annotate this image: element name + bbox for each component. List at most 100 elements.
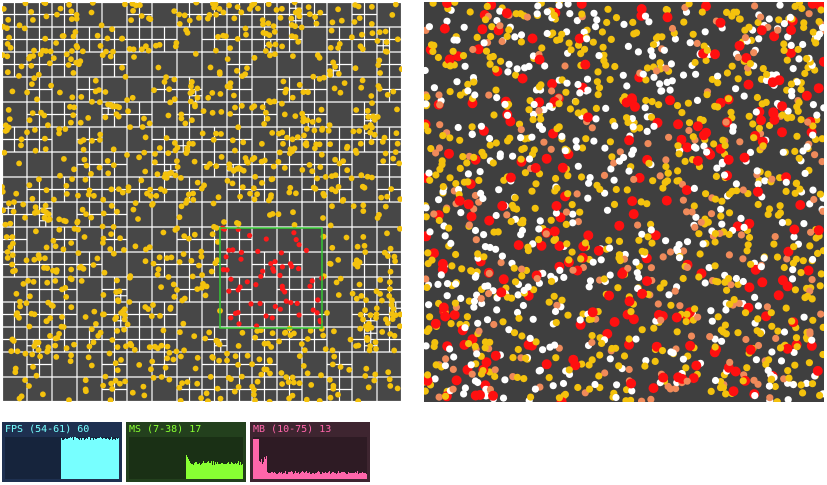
quadtree-point: [211, 4, 218, 11]
particle: [585, 179, 593, 187]
quadtree-canvas[interactable]: [2, 2, 402, 402]
particle: [463, 199, 474, 210]
quadtree-point: [251, 196, 258, 203]
particle: [799, 257, 807, 265]
particle: [790, 348, 798, 356]
particle: [754, 180, 762, 188]
quadtree-point: [279, 100, 285, 107]
particle: [610, 200, 619, 208]
particle: [655, 101, 663, 109]
quadtree-point: [36, 255, 43, 262]
quadtree-point: [189, 273, 196, 280]
particle: [782, 343, 793, 354]
particle: [510, 329, 519, 337]
particle: [572, 137, 580, 145]
quadtree-point: [335, 45, 341, 51]
particle: [596, 185, 604, 193]
quadtree-point: [149, 358, 156, 365]
quadtree-point: [194, 286, 201, 292]
particle: [739, 277, 747, 286]
quadtree-point: [289, 374, 296, 381]
particle: [574, 162, 582, 170]
stat-graph-bars: [253, 439, 367, 479]
particle: [624, 296, 635, 307]
particle: [549, 29, 557, 37]
quadtree-point: [121, 326, 127, 333]
particle: [479, 194, 487, 203]
particle: [561, 390, 569, 398]
particle: [740, 92, 748, 100]
particle: [732, 180, 740, 188]
quadtree-point: [180, 320, 187, 327]
quadtree-point: [188, 257, 195, 264]
quadtree-point: [46, 60, 53, 67]
quadtree-point: [332, 63, 338, 70]
particle: [789, 65, 797, 73]
quadtree-point: [327, 141, 333, 148]
particle: [791, 361, 799, 369]
particle: [687, 332, 696, 340]
quadtree-point: [320, 332, 327, 339]
particle: [538, 44, 546, 52]
quadtree-point: [61, 156, 67, 162]
quadtree-point: [68, 56, 74, 63]
particle: [726, 300, 734, 308]
quadtree-point: [310, 184, 317, 191]
particle: [784, 367, 792, 375]
quadtree-point: [199, 130, 206, 137]
quadtree-point: [331, 85, 338, 92]
quadtree-point: [283, 374, 290, 380]
particle: [531, 385, 539, 393]
quadtree-point: [215, 194, 222, 201]
quadtree-point: [278, 250, 284, 256]
quadtree-point: [72, 29, 79, 35]
quadtree-point: [322, 174, 329, 180]
particle: [723, 286, 731, 294]
particle: [531, 204, 539, 212]
fps-stats-panel[interactable]: FPS (54-61) 60: [2, 422, 122, 482]
quadtree-point: [68, 276, 75, 283]
mb-label: MB (10-75) 13: [253, 424, 332, 435]
quadtree-point: [11, 199, 17, 206]
particle: [797, 85, 805, 94]
quadtree-point: [247, 190, 253, 197]
quadtree-point: [171, 140, 178, 146]
particle: [444, 148, 454, 159]
particle: [505, 26, 513, 34]
quadtree-point: [109, 26, 115, 33]
particle: [442, 2, 453, 9]
quadtree-point: [50, 237, 57, 244]
quadtree-point: [384, 193, 390, 200]
ms-stats-panel[interactable]: MS (7-38) 17: [126, 422, 246, 482]
mb-stats-panel[interactable]: MB (10-75) 13: [250, 422, 370, 482]
particle: [650, 122, 658, 130]
quadtree-point: [363, 365, 370, 372]
particle-canvas[interactable]: [424, 2, 824, 402]
quadtree-point: [97, 43, 104, 49]
particle: [443, 292, 451, 300]
particle: [558, 132, 566, 140]
particle: [744, 241, 752, 249]
quadtree-point: [387, 245, 394, 252]
particle: [465, 221, 473, 229]
particle: [819, 323, 824, 331]
particle: [534, 2, 542, 10]
particle: [466, 8, 474, 16]
quadtree-point: [335, 391, 341, 398]
particle: [780, 46, 788, 55]
particle: [519, 216, 527, 224]
particle: [438, 302, 449, 313]
quadtree-point: [170, 356, 177, 363]
particle: [477, 295, 485, 303]
quadtree-point: [262, 48, 269, 54]
particle: [525, 155, 534, 163]
query-rectangle[interactable]: [219, 227, 323, 329]
particle: [806, 330, 814, 338]
quadtree-point: [202, 335, 209, 342]
quadtree-point: [368, 21, 375, 27]
quadtree-point: [75, 192, 81, 199]
quadtree-point: [375, 62, 382, 68]
quadtree-point: [309, 278, 315, 284]
particle: [634, 221, 642, 229]
particle: [784, 33, 792, 41]
